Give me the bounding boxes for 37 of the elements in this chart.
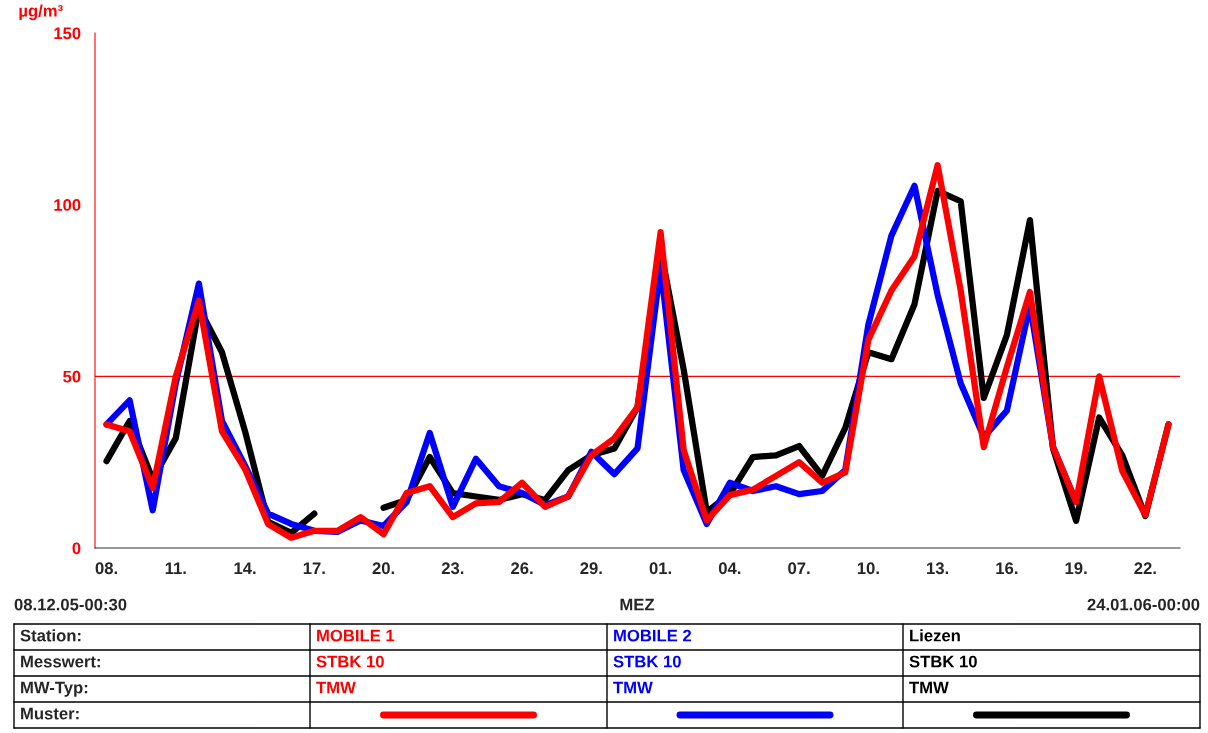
x-tick-label: 08. <box>95 562 117 575</box>
text: STBK 10 <box>316 655 384 668</box>
text: Messwert: <box>21 655 100 668</box>
text: Station: <box>20 629 81 642</box>
text: MEZ <box>620 598 655 611</box>
x-tick-label: 16. <box>996 562 1018 575</box>
y-tick-label: 50 <box>63 370 81 383</box>
text: STBK 10 <box>613 655 681 668</box>
text: TMW <box>316 681 356 694</box>
text: 08.12.05-00:30 <box>14 598 127 611</box>
x-tick-label: 14. <box>234 562 256 574</box>
x-tick-label: 23. <box>441 562 464 575</box>
x-tick-label: 26. <box>511 562 533 575</box>
y-tick-label: 150 <box>54 27 81 40</box>
text: Muster: <box>21 707 79 720</box>
text: MOBILE 1 <box>317 629 395 642</box>
text: Liezen <box>910 629 960 642</box>
text: 24.01.06-00:00 <box>1087 598 1200 611</box>
x-tick-label: 11. <box>165 562 186 574</box>
text: MW-Typ: <box>21 681 88 697</box>
x-tick-label: 22. <box>1134 562 1156 574</box>
x-tick-label: 13. <box>927 562 949 575</box>
x-tick-label: 19. <box>1065 562 1087 575</box>
text: STBK 10 <box>909 655 977 668</box>
y-tick-label: 0 <box>72 542 81 555</box>
text: TMW <box>613 681 653 694</box>
x-tick-label: 29. <box>580 562 602 575</box>
y-tick-label: 100 <box>54 199 81 211</box>
x-tick-label: 07. <box>788 562 810 575</box>
x-tick-label: 04. <box>718 562 741 575</box>
x-tick-label: 17. <box>303 562 325 574</box>
x-tick-label: 01. <box>649 562 672 575</box>
text: TMW <box>909 681 949 694</box>
x-tick-label: 10. <box>857 562 879 575</box>
text: MOBILE 2 <box>614 629 692 642</box>
x-tick-label: 20. <box>372 562 394 575</box>
y-axis-title: µg/m³ <box>19 4 63 21</box>
